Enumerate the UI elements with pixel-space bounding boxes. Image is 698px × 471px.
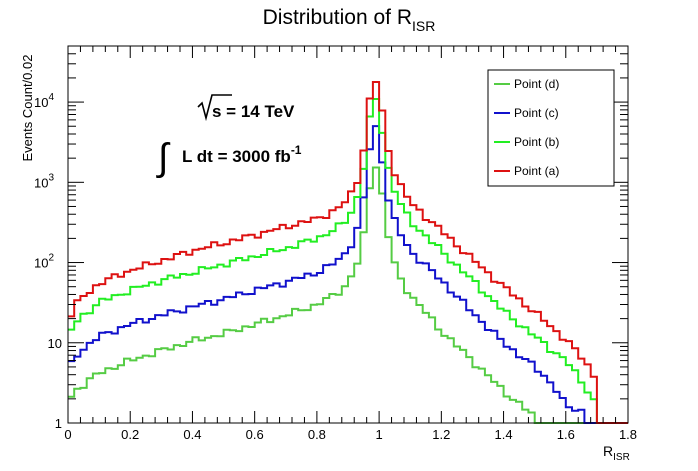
x-tick-label: 1.4: [495, 427, 513, 442]
y-axis-label: Events Count/0.02: [20, 55, 35, 162]
series-layer: [68, 81, 628, 424]
chart-title-subscript: ISR: [412, 18, 435, 34]
chart-title: Distribution of RISR: [263, 6, 436, 34]
x-tick-label: 1: [375, 427, 382, 442]
x-tick-label: 0.6: [246, 427, 264, 442]
x-tick-label: 0.2: [121, 427, 139, 442]
y-tick-label: 103: [34, 172, 54, 190]
legend-label: Point (b): [514, 135, 559, 149]
legend-label: Point (c): [514, 106, 559, 120]
chart-title-main: Distribution of R: [263, 6, 412, 29]
legend-label: Point (a): [514, 164, 559, 178]
y-tick-label: 1: [55, 416, 62, 431]
series-line-point-c: [68, 125, 628, 424]
annotation-energy: s = 14 TeV: [197, 94, 295, 122]
x-tick-label: 1.2: [432, 427, 450, 442]
x-tick-label: 1.6: [557, 427, 575, 442]
series-line-point-d: [68, 166, 628, 424]
x-axis-label: RISR: [603, 443, 630, 463]
x-tick-label: 0: [64, 427, 71, 442]
annotation-lumi-text: L dt = 3000 fb-1: [182, 143, 302, 166]
legend-box: [487, 69, 615, 187]
legend-label: Point (d): [514, 77, 559, 91]
annotation-lumi-main: L dt = 3000 fb: [182, 147, 291, 166]
legend: Point (d) Point (c) Point (b) Point (a): [487, 69, 615, 187]
series-line-point-a: [68, 81, 628, 424]
y-tick-label: 10: [48, 336, 62, 351]
plot-frame: [67, 45, 629, 424]
annotation-energy-text: s = 14 TeV: [212, 102, 295, 121]
sqrt-sign-icon: [197, 94, 232, 122]
annotation-lumi-superscript: -1: [291, 143, 302, 157]
x-axis-label-subscript: ISR: [613, 452, 630, 463]
integral-sign: ∫: [156, 137, 171, 179]
y-tick-label: 102: [34, 253, 54, 271]
x-tick-label: 0.8: [308, 427, 326, 442]
series-line-point-b: [68, 98, 628, 424]
x-axis-label-main: R: [603, 443, 613, 459]
y-tick-label: 104: [34, 92, 54, 110]
annotation-luminosity: ∫ L dt = 3000 fb-1: [156, 137, 302, 179]
axis-ticks: 0 0.2 0.4 0.6 0.8 1 1.2 1.4 1.6 1.8 1 10 102 103 104: [34, 45, 637, 442]
x-tick-label: 0.4: [183, 427, 201, 442]
x-tick-label: 1.8: [619, 427, 637, 442]
